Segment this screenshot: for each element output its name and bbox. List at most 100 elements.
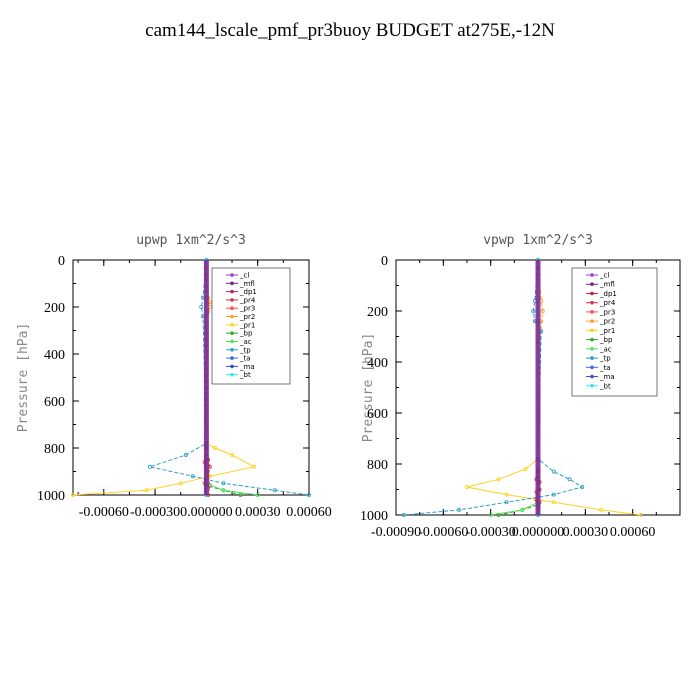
series-point [144,488,149,493]
series-point [580,484,585,489]
legend-label: _pr2 [239,313,255,321]
series-point [464,484,469,489]
x-tick-label: 0.00030 [563,525,609,540]
legend-marker [590,356,594,360]
series-point [540,308,545,313]
zero-profile-band [203,260,209,495]
series-point [252,464,257,469]
legend-label: _pr1 [599,327,615,335]
y-tick-label: 1000 [37,489,65,504]
legend: _cl_mfl_dp1_pr4_pr3_pr2_pr1_bp_ac_tp_ta_… [211,267,291,385]
legend-label: _pr1 [239,321,255,329]
legend-marker [230,339,234,344]
legend-label: _pr3 [239,305,255,313]
legend-marker [230,281,234,286]
panel-0: upwp 1xm^2/s^3 Pressure [hPa] 0 200 400 600 80… [16,233,332,520]
panel-title: vpwp 1xm^2/s^3 [483,233,593,248]
series-line-bp [205,260,241,496]
series-line-ac [490,260,539,516]
x-tick-label: -0.00090 [371,525,421,540]
legend-label: _bp [599,336,613,344]
legend-label: _dp1 [239,288,257,296]
y-tick-label: 200 [367,305,388,320]
legend-marker [590,383,594,388]
series-point [504,500,509,505]
legend-label: _pr4 [239,296,256,304]
legend-label: _ma [599,373,615,381]
y-tick-label: 400 [367,356,388,371]
series-point [230,453,235,458]
legend-box [571,267,658,397]
legend-marker [230,298,234,302]
series-point [523,467,528,472]
y-tick-label: 600 [367,407,388,422]
legend-marker [590,347,594,351]
legend-label: _cl [239,272,249,280]
legend-marker [590,328,594,333]
series-point [199,304,204,309]
y-tick-label: 800 [44,442,65,457]
series-point [520,507,525,512]
legend-marker [590,365,594,370]
series-point [504,492,509,497]
series-point [599,507,604,512]
legend-marker [590,374,594,379]
legend-marker [230,306,234,311]
panel-title: upwp 1xm^2/s^3 [136,233,246,248]
y-axis-label: Pressure [hPa] [361,333,376,443]
legend-box [211,267,291,385]
figure-title: cam144_lscale_pmf_pr3buoy BUDGET at275E,… [145,20,555,41]
series-point [190,474,195,479]
y-axis-label: Pressure [hPa] [16,323,31,433]
y-tick-label: 0 [381,254,388,269]
x-tick-label: 0.00060 [286,505,332,520]
x-tick-label: -0.00060 [418,525,468,540]
legend-marker [590,319,594,323]
legend-label: _tp [599,355,611,363]
y-tick-label: 1000 [360,509,388,524]
legend-label: _ac [599,345,612,353]
series-point [401,513,406,518]
legend-marker [590,300,594,305]
y-tick-label: 600 [44,395,65,410]
x-tick-label: 0.000000 [512,525,565,540]
x-tick-label: 0.00030 [235,505,281,520]
legend-label: _ma [239,363,255,371]
panel-1: vpwp 1xm^2/s^3 Pressure [hPa] 0 200 400 600 80… [360,233,681,540]
legend-label: _cl [599,272,609,280]
legend-label: _pr4 [599,299,616,307]
legend-label: _ta [239,355,251,363]
series-point [238,492,243,497]
legend-marker [230,364,234,369]
legend-marker [590,291,594,296]
legend-label: _bp [239,330,253,338]
legend-marker [590,282,594,287]
series-point [212,445,217,450]
series-point [488,513,493,518]
y-tick-label: 400 [44,348,65,363]
series-point [496,477,501,482]
series-point [306,492,311,497]
y-tick-label: 800 [367,458,388,473]
legend-label: _ac [239,338,252,346]
series-line-tp [148,259,310,496]
legend: _cl_mfl_dp1_pr4_pr3_pr2_pr1_bp_ac_tp_ta_… [571,267,658,397]
x-tick-label: 0.00060 [610,525,656,540]
x-tick-label: -0.00030 [466,525,516,540]
x-tick-label: -0.00060 [79,505,129,520]
series-point [551,469,556,474]
series-point [551,492,556,497]
legend-marker [230,314,234,319]
y-tick-label: 200 [44,301,65,316]
legend-label: _bt [599,382,611,390]
series-line-tp [403,259,584,516]
legend-label: _bt [239,371,251,379]
legend-marker [590,337,594,342]
legend-marker [230,347,234,352]
legend-label: _pr2 [599,318,615,326]
legend-label: _mfl [239,280,255,288]
series-point [551,500,556,505]
legend-marker [230,356,234,360]
series-point [71,492,76,497]
